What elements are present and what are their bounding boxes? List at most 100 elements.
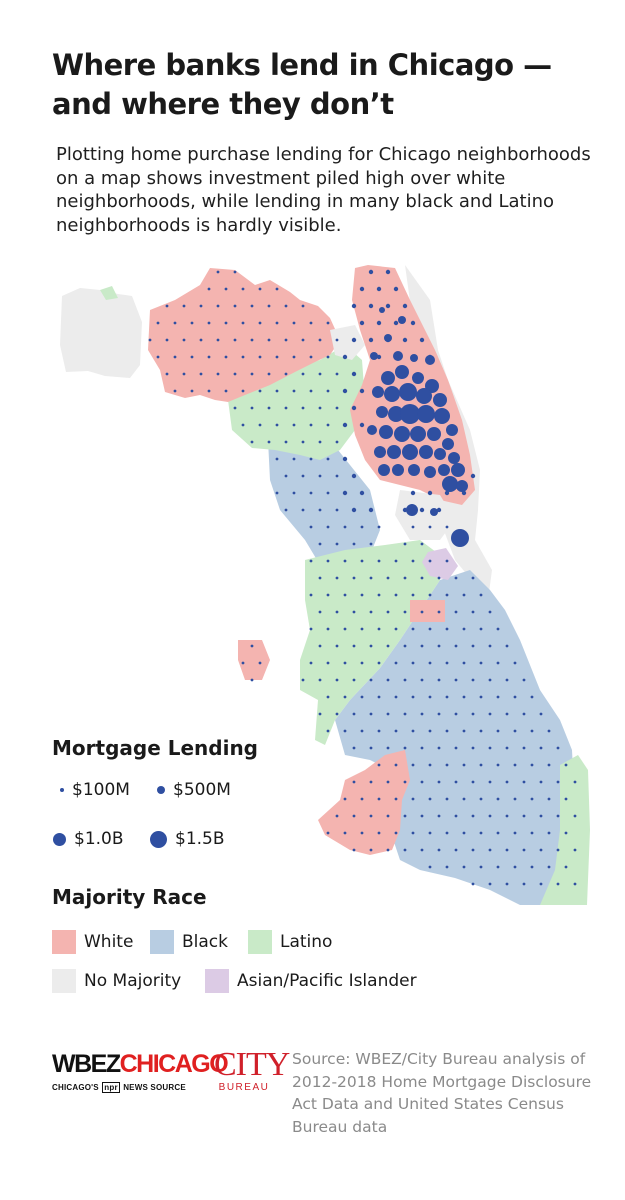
lending-dot — [165, 304, 169, 308]
lending-dot — [454, 780, 458, 784]
lending-dot — [399, 383, 417, 401]
lending-dot — [284, 338, 288, 342]
lending-dot — [445, 695, 449, 699]
lending-dot — [513, 797, 517, 801]
lending-dot — [250, 644, 254, 648]
region-black-west — [268, 430, 380, 565]
lending-dot — [446, 424, 458, 436]
lending-legend-title: Mortgage Lending — [52, 736, 258, 760]
lending-dot — [496, 729, 500, 733]
legend-item-latino: Latino — [248, 930, 332, 954]
lending-dot — [250, 678, 254, 682]
lending-dot — [522, 848, 526, 852]
lending-dot — [448, 452, 460, 464]
lending-dot — [411, 797, 415, 801]
bureau-wordmark: BUREAU — [218, 1082, 270, 1093]
lending-dot — [454, 848, 458, 852]
wbez-logo: WBEZCHICAGO CHICAGO'S npr NEWS SOURCE — [52, 1050, 229, 1093]
lending-dot — [479, 797, 483, 801]
lending-dot — [420, 848, 424, 852]
lending-dot — [539, 814, 543, 818]
lending-dot — [326, 321, 330, 325]
lending-dot — [451, 529, 469, 547]
region-white-southwest — [318, 750, 410, 855]
lending-dot — [199, 372, 203, 376]
lending-dot — [428, 797, 432, 801]
lending-dot — [539, 882, 543, 886]
lending-dot — [369, 848, 373, 852]
lending-dot — [367, 425, 377, 435]
lending-dot — [284, 304, 288, 308]
lending-dot — [513, 865, 517, 869]
lending-dot — [488, 678, 492, 682]
lending-dot — [233, 406, 237, 410]
lending-dot — [378, 464, 390, 476]
lending-dot — [267, 406, 271, 410]
lending-dot — [369, 746, 373, 750]
lending-dot — [359, 286, 365, 292]
region-asian-chinatown — [422, 548, 458, 580]
lending-dot — [442, 476, 458, 492]
lending-dot — [547, 831, 551, 835]
lending-dot — [454, 576, 458, 580]
lending-dot — [233, 338, 237, 342]
lending-dot — [309, 627, 313, 631]
lending-dot — [352, 746, 356, 750]
lending-dot — [377, 559, 381, 563]
lending-dot — [335, 678, 339, 682]
lending-dot — [530, 729, 534, 733]
region-white-northwest — [148, 268, 340, 402]
lending-dot — [250, 406, 254, 410]
lending-dot — [420, 678, 424, 682]
lending-dot — [403, 848, 407, 852]
lending-dot — [377, 763, 381, 767]
lending-dot — [233, 372, 237, 376]
lending-dot — [360, 661, 364, 665]
lending-dot — [410, 490, 416, 496]
lending-dot — [424, 466, 436, 478]
lending-dot — [267, 372, 271, 376]
lending-dot — [556, 746, 560, 750]
lending-dot — [275, 491, 279, 495]
lending-dot — [376, 406, 388, 418]
lending-dot — [369, 576, 373, 580]
lending-dot — [462, 661, 466, 665]
lending-dot — [309, 491, 313, 495]
lending-dot — [326, 695, 330, 699]
lending-dot — [398, 316, 406, 324]
lending-dot — [190, 321, 194, 325]
lending-dot — [368, 303, 374, 309]
lending-dot — [403, 678, 407, 682]
lending-dot — [292, 321, 296, 325]
lending-dot — [351, 337, 357, 343]
lending-dot — [343, 661, 347, 665]
lending-dot — [434, 408, 450, 424]
legend-item-white: White — [52, 930, 133, 954]
lending-dot — [309, 321, 313, 325]
legend-label-100m: $100M — [72, 780, 130, 800]
lending-dot — [241, 355, 245, 359]
lending-dot — [258, 321, 262, 325]
lending-dot — [437, 678, 441, 682]
lending-dot — [406, 504, 418, 516]
lending-dot — [471, 848, 475, 852]
lending-dot — [471, 678, 475, 682]
lending-dot — [267, 304, 271, 308]
lending-dot — [343, 627, 347, 631]
lending-dot — [428, 865, 432, 869]
region-latino-northwest — [228, 345, 365, 460]
lending-dot — [430, 508, 438, 516]
lending-dot — [392, 464, 404, 476]
lending-dot — [352, 814, 356, 818]
swatch-black — [150, 930, 174, 954]
lending-dot — [335, 610, 339, 614]
lending-dot — [224, 355, 228, 359]
lending-dot — [428, 831, 432, 835]
swatch-white — [52, 930, 76, 954]
lending-dot — [292, 423, 296, 427]
lending-dot — [360, 525, 364, 529]
lending-dot — [393, 320, 399, 326]
lending-dot — [368, 507, 374, 513]
lending-dot — [207, 389, 211, 393]
